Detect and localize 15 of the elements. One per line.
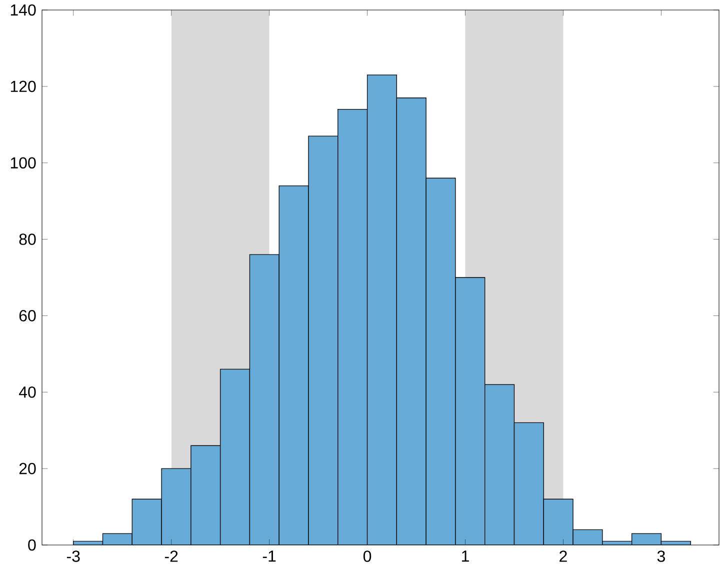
y-tick-label: 120	[10, 80, 36, 92]
y-tick-label: 20	[19, 462, 36, 474]
x-tick-label: 1	[462, 550, 469, 562]
y-tick-label: 80	[19, 234, 36, 245]
x-tick-label: 0	[363, 550, 372, 562]
x-tick-label: -1	[262, 550, 276, 562]
x-tick-label: 3	[657, 550, 665, 562]
x-tick-label: -2	[164, 550, 178, 562]
x-tick-label: 2	[560, 550, 567, 562]
y-tick-label: 100	[10, 157, 36, 169]
y-tick-label: 60	[19, 310, 36, 322]
y-tick-label: 140	[10, 4, 36, 16]
y-tick-label: 0	[28, 539, 36, 551]
x-tick-label: -3	[66, 550, 80, 562]
y-tick-label: 40	[18, 386, 36, 398]
